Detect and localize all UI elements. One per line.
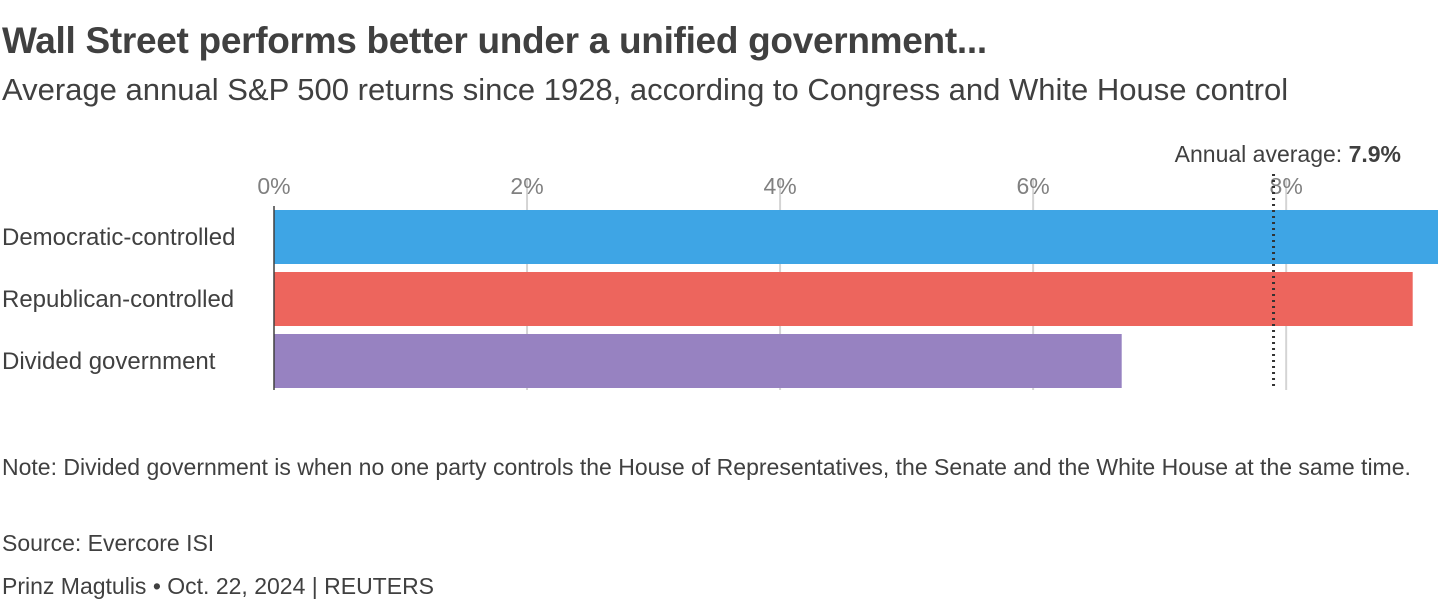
x-tick-label: 8% bbox=[1270, 173, 1303, 199]
average-value: 7.9% bbox=[1349, 141, 1401, 167]
bar bbox=[274, 334, 1122, 388]
chart-title: Wall Street performs better under a unif… bbox=[2, 20, 987, 61]
chart-source: Source: Evercore ISI bbox=[2, 530, 215, 556]
category-label: Divided government bbox=[2, 348, 216, 375]
chart-note: Note: Divided government is when no one … bbox=[2, 454, 1411, 480]
chart-subtitle: Average annual S&P 500 returns since 192… bbox=[2, 72, 1289, 107]
chart-credit: Prinz Magtulis • Oct. 22, 2024 | REUTERS bbox=[2, 573, 435, 599]
bar bbox=[274, 272, 1413, 326]
x-tick-label: 6% bbox=[1017, 173, 1050, 199]
x-tick-label: 0% bbox=[257, 173, 290, 199]
x-tick-label: 2% bbox=[510, 173, 543, 199]
average-label: Annual average: 7.9% bbox=[1175, 141, 1401, 167]
category-label: Republican-controlled bbox=[2, 286, 234, 313]
bar-chart: 0% 2% 4% 6% 8% Democratic-controlled Republica… bbox=[2, 141, 1438, 390]
x-tick-label: 4% bbox=[763, 173, 796, 199]
category-label: Democratic-controlled bbox=[2, 224, 235, 251]
bar bbox=[274, 210, 1438, 264]
